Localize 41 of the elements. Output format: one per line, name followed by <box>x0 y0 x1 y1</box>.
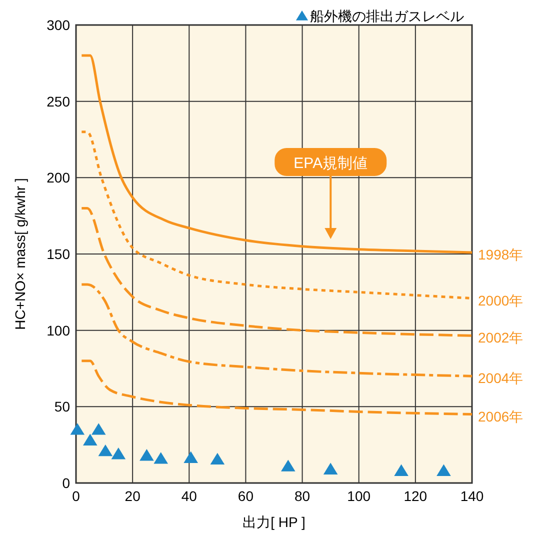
series-label: 2006年 <box>478 408 524 424</box>
series-label: 2004年 <box>478 370 524 386</box>
point <box>323 462 338 474</box>
x-tick-label: 80 <box>294 488 310 504</box>
x-tick-label: 0 <box>72 488 80 504</box>
point <box>111 447 126 460</box>
y-tick-label: 200 <box>46 170 70 186</box>
point <box>154 452 168 464</box>
x-tick-label: 140 <box>460 488 484 504</box>
line-series <box>80 360 474 416</box>
point <box>82 434 98 446</box>
y-tick-label: 100 <box>46 322 70 338</box>
y-tick-label: 0 <box>62 475 70 491</box>
point <box>70 423 85 435</box>
point <box>140 449 154 461</box>
annotation: EPA規制値 <box>294 155 368 172</box>
point <box>98 444 113 456</box>
series-label: 2002年 <box>478 330 524 346</box>
x-axis-title: 出力[ HP ] <box>242 514 306 530</box>
line-series <box>80 206 474 337</box>
line-series <box>80 283 474 378</box>
y-axis-title: HC+NO× mass[ g/kwhr ] <box>12 178 28 330</box>
y-tick-label: 50 <box>54 398 70 415</box>
y-tick-label: 300 <box>46 17 70 33</box>
line-series <box>80 54 474 254</box>
point <box>184 451 198 464</box>
x-tick-label: 40 <box>181 488 198 504</box>
x-tick-label: 100 <box>347 488 371 504</box>
point <box>91 423 106 435</box>
x-tick-label: 120 <box>404 488 428 504</box>
x-tick-label: 20 <box>124 488 141 504</box>
series-label: 2000年 <box>478 292 524 308</box>
legend-label: 船外機の排出ガスレベル <box>310 8 464 24</box>
x-tick-label: 60 <box>238 488 254 504</box>
point <box>280 460 296 472</box>
point <box>436 464 451 476</box>
point <box>210 452 225 465</box>
point <box>394 464 408 476</box>
y-tick-label: 150 <box>46 246 70 262</box>
series-label: 1998年 <box>478 246 524 262</box>
y-tick-label: 250 <box>46 93 70 110</box>
